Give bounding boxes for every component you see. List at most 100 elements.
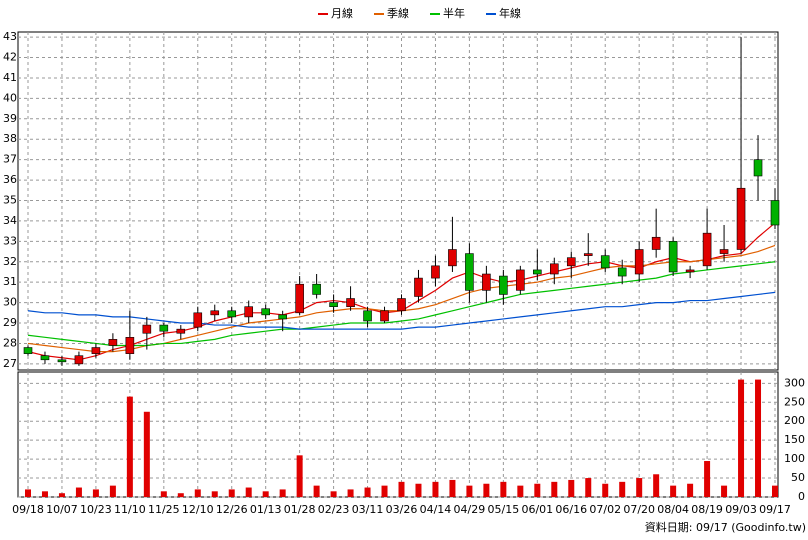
- volume-bar: [687, 483, 694, 497]
- volume-bar: [75, 487, 82, 497]
- price-frame: [17, 31, 779, 371]
- candle-body: [380, 310, 389, 322]
- candle-body: [346, 298, 355, 307]
- volume-tick-label: 150: [784, 433, 805, 446]
- volume-bar: [483, 483, 490, 497]
- candle-body: [142, 324, 152, 334]
- volume-bar: [262, 491, 269, 497]
- candle-body: [91, 347, 101, 354]
- candle-body: [533, 269, 542, 275]
- volume-bar: [551, 481, 558, 497]
- volume-bar: [330, 491, 337, 497]
- y-tick-label: 33: [3, 234, 17, 247]
- candle-body: [566, 257, 576, 267]
- x-tick-label: 03/11: [352, 503, 384, 516]
- volume-bar: [602, 483, 609, 497]
- legend-label: 半年: [443, 6, 465, 20]
- x-tick-label: 08/19: [691, 503, 723, 516]
- x-tick-label: 12/26: [216, 503, 248, 516]
- volume-tick-label: 200: [784, 414, 805, 427]
- candle-body: [312, 283, 321, 295]
- x-tick-label: 06/01: [521, 503, 553, 516]
- x-tick-label: 01/13: [250, 503, 282, 516]
- volume-bar: [92, 489, 99, 497]
- candle-body: [465, 253, 474, 291]
- volume-bar: [364, 487, 371, 497]
- x-tick-label: 07/20: [623, 503, 655, 516]
- y-tick-label: 31: [3, 275, 17, 288]
- volume-bar: [653, 474, 660, 497]
- volume-bar: [381, 485, 388, 497]
- candle-body: [499, 275, 508, 295]
- y-tick-label: 42: [3, 51, 17, 64]
- volume-bar: [670, 485, 677, 497]
- candle-body: [702, 232, 712, 267]
- candle-body: [329, 302, 338, 307]
- volume-bar: [704, 461, 711, 497]
- volume-bar: [415, 483, 422, 497]
- volume-bar: [109, 485, 116, 497]
- candle-body: [23, 347, 33, 354]
- footer: 資料日期: 09/17 (Goodinfo.tw): [645, 520, 806, 534]
- candle-body: [685, 269, 695, 273]
- volume-bar: [568, 479, 575, 497]
- x-tick-label: 11/25: [148, 503, 180, 516]
- candle-body: [600, 255, 610, 269]
- y-tick-label: 40: [3, 91, 17, 104]
- candle-body: [651, 236, 661, 250]
- ma-line: [27, 291, 776, 330]
- candle-body: [363, 310, 372, 322]
- volume-bar: [738, 379, 745, 497]
- volume-bar: [160, 491, 167, 497]
- candle-body: [448, 249, 457, 267]
- volume-tick-label: 250: [784, 395, 805, 408]
- legend-label: 年線: [499, 6, 521, 20]
- volume-bar: [245, 487, 252, 497]
- candle-body: [74, 355, 84, 365]
- candle-body: [617, 267, 627, 277]
- y-tick-label: 30: [3, 296, 17, 309]
- volume-bar: [58, 493, 65, 497]
- volume-bar: [177, 493, 184, 497]
- volume-tick-label: 100: [784, 452, 805, 465]
- volume-bar: [143, 411, 150, 497]
- volume-bar: [466, 485, 473, 497]
- candle-body: [108, 339, 118, 346]
- x-tick-label: 12/10: [182, 503, 214, 516]
- volume-bar: [126, 396, 133, 497]
- candle-body: [414, 277, 423, 297]
- y-tick-label: 43: [3, 30, 17, 43]
- legend-label: 季線: [387, 6, 409, 20]
- candle-body: [295, 283, 304, 314]
- volume-bar: [721, 485, 728, 497]
- candle-body: [261, 308, 270, 316]
- x-tick-label: 06/16: [555, 503, 587, 516]
- volume-bar: [211, 491, 218, 497]
- x-tick-label: 09/17: [759, 503, 791, 516]
- volume-tick-label: 50: [791, 471, 805, 484]
- x-tick-label: 10/07: [46, 503, 78, 516]
- volume-bar: [296, 455, 303, 497]
- y-tick-label: 28: [3, 336, 17, 349]
- y-tick-label: 41: [3, 71, 17, 84]
- x-tick-label: 04/29: [454, 503, 486, 516]
- y-tick-label: 34: [3, 214, 17, 227]
- y-tick-label: 37: [3, 153, 17, 166]
- candle-body: [159, 324, 169, 332]
- volume-bar: [636, 478, 643, 497]
- volume-bar: [517, 485, 524, 497]
- volume-bar: [279, 489, 286, 497]
- y-tick-label: 36: [3, 173, 17, 186]
- legend-label: 月線: [331, 6, 353, 20]
- candle-body: [736, 187, 746, 250]
- x-tick-label: 05/15: [488, 503, 520, 516]
- volume-bar: [25, 489, 31, 497]
- candle-body: [210, 310, 220, 316]
- y-tick-label: 39: [3, 112, 17, 125]
- x-tick-label: 10/23: [80, 503, 112, 516]
- candle-body: [278, 314, 287, 320]
- candle-body: [176, 328, 186, 334]
- candle-body: [193, 312, 203, 328]
- x-tick-label: 04/14: [420, 503, 452, 516]
